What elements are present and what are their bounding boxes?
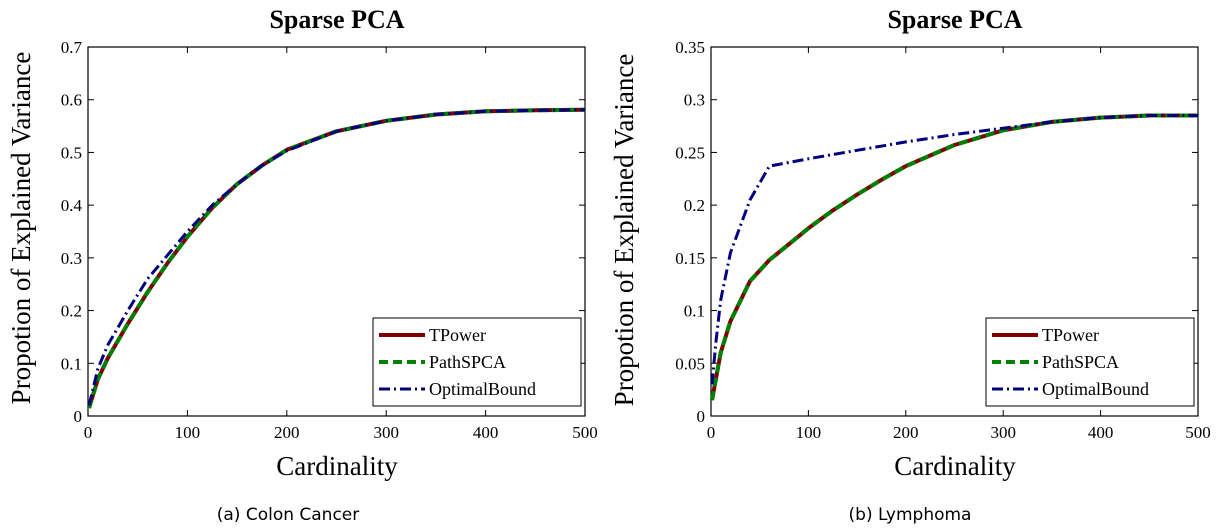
x-tick-label: 400: [1088, 423, 1114, 442]
plot-frame: [87, 46, 586, 417]
chart-title: Sparse PCA: [887, 5, 1022, 34]
y-tick-label: 0.2: [684, 196, 705, 215]
x-axis-label: Cardinality: [276, 451, 398, 481]
x-tick-label: 100: [175, 423, 201, 442]
x-tick-label: 300: [990, 423, 1016, 442]
y-tick-label: 0.3: [684, 91, 705, 110]
legend-label: PathSPCA: [1042, 352, 1119, 372]
y-axis-label: Propotion of Explained Variance: [609, 54, 639, 407]
legend-label: TPower: [429, 325, 486, 345]
y-tick-label: 0.1: [61, 354, 82, 373]
x-tick-label: 500: [1185, 423, 1211, 442]
legend-label: OptimalBound: [1042, 379, 1149, 399]
y-tick-label: 0.1: [684, 302, 705, 321]
chart-title: Sparse PCA: [269, 5, 404, 34]
legend-label: OptimalBound: [429, 379, 536, 399]
y-tick-label: 0.05: [675, 354, 705, 373]
y-tick-label: 0.25: [675, 143, 705, 162]
legend: TPower PathSPCA OptimalBound: [985, 317, 1195, 407]
chart-colon-cancer: Sparse PCA Propotion of Explained Varian…: [6, 5, 598, 525]
y-axis-label: Propotion of Explained Variance: [6, 52, 36, 405]
y-tick-label: 0.35: [675, 38, 705, 57]
y-tick-label: 0: [697, 407, 706, 426]
x-tick-label: 400: [473, 423, 499, 442]
legend-label: PathSPCA: [429, 352, 506, 372]
x-tick-label: 0: [707, 423, 716, 442]
subfigure-caption: (b) Lymphoma: [849, 505, 972, 525]
y-tick-label: 0.15: [675, 249, 705, 268]
subfigure-caption: (a) Colon Cancer: [217, 505, 360, 525]
legend: TPower PathSPCA OptimalBound: [372, 317, 582, 407]
x-tick-label: 200: [893, 423, 919, 442]
series-line-optimalbound: [710, 114, 1198, 385]
x-tick-label: 100: [796, 423, 822, 442]
y-tick-label: 0.6: [61, 91, 82, 110]
series-line-optimalbound: [87, 108, 586, 406]
y-tick-label: 0.7: [61, 38, 83, 57]
x-axis-label: Cardinality: [894, 451, 1016, 481]
y-tick-label: 0.3: [61, 249, 82, 268]
x-tick-label: 200: [274, 423, 300, 442]
x-tick-label: 500: [572, 423, 598, 442]
chart-lymphoma: Sparse PCA Propotion of Explained Varian…: [609, 5, 1211, 525]
legend-label: TPower: [1042, 325, 1099, 345]
y-tick-label: 0: [74, 407, 83, 426]
series-line-pathspca: [87, 107, 586, 409]
y-tick-label: 0.2: [61, 302, 82, 321]
y-tick-label: 0.4: [61, 196, 83, 215]
plot-frame: [710, 46, 1199, 417]
x-tick-label: 300: [373, 423, 399, 442]
x-tick-label: 0: [84, 423, 93, 442]
y-tick-label: 0.5: [61, 143, 82, 162]
